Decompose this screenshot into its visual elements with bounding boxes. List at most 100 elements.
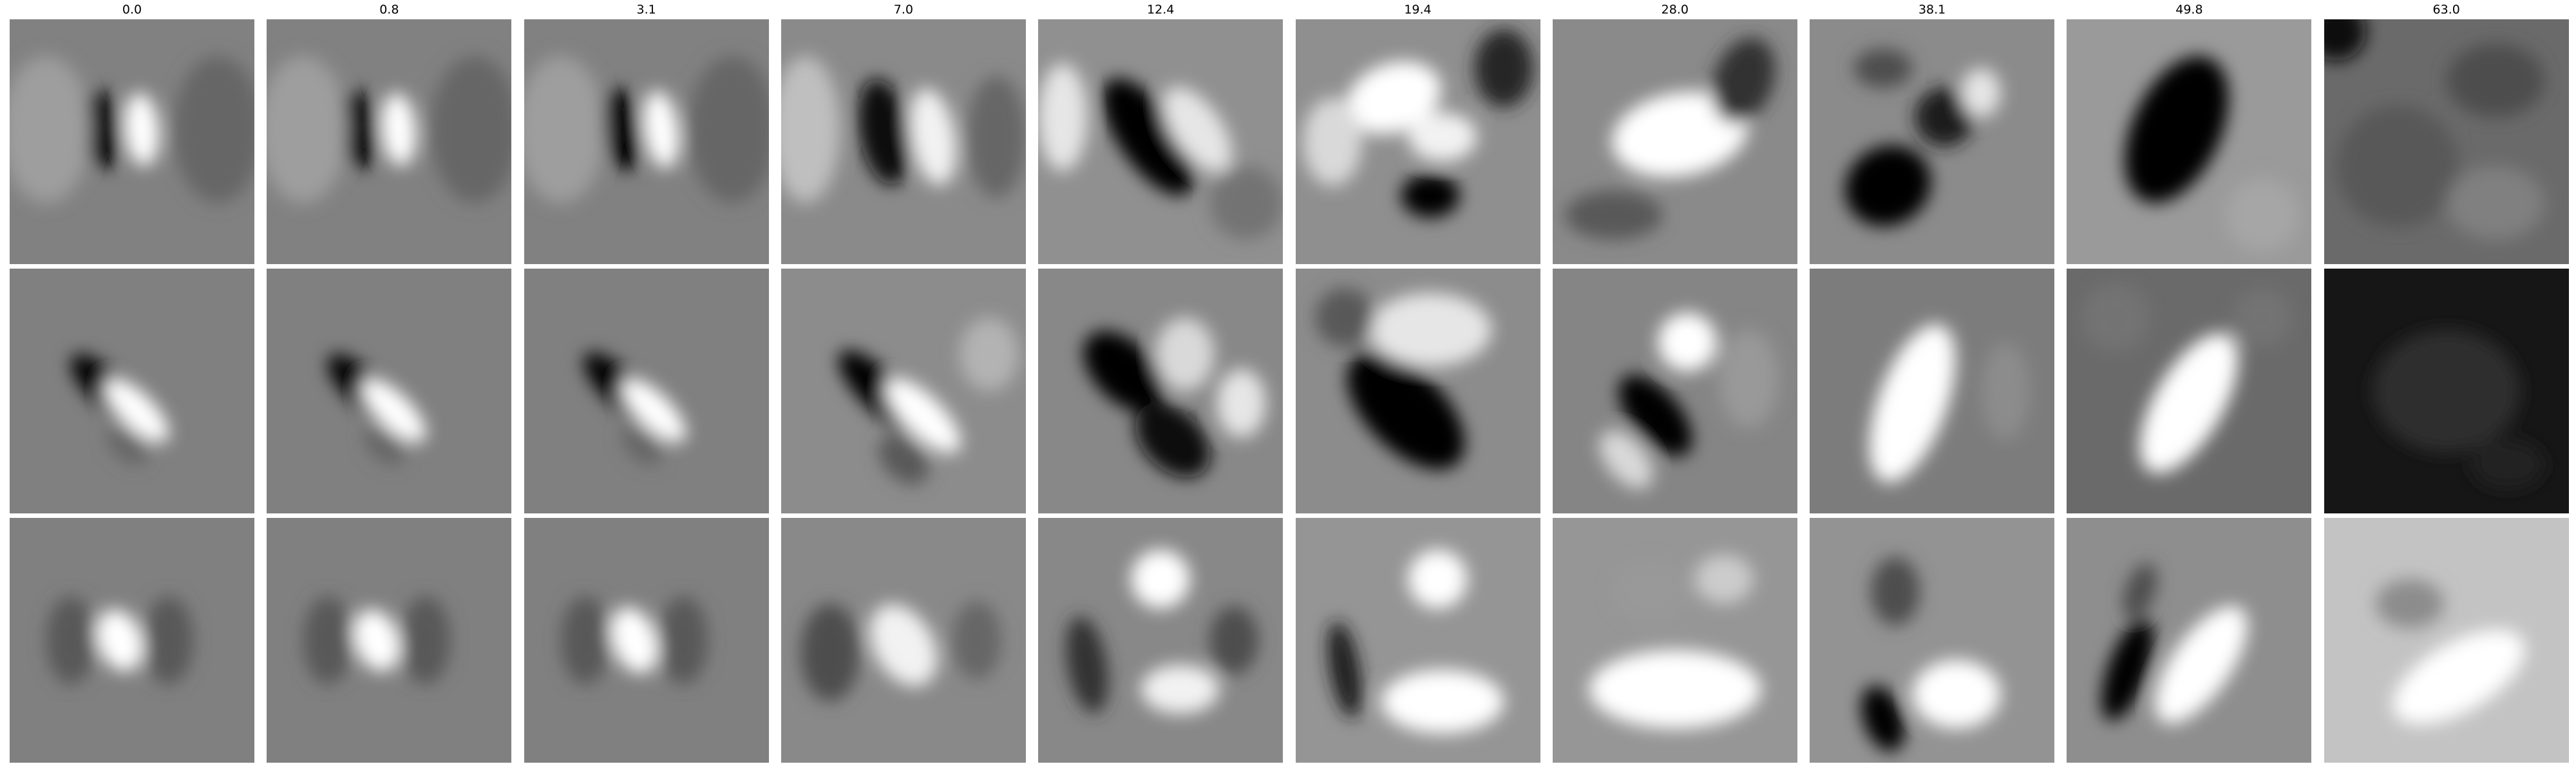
intensity-blob [1694, 555, 1754, 604]
intensity-blob [1915, 88, 1974, 147]
intensity-blob [2123, 563, 2157, 620]
image-features [1083, 318, 1266, 478]
filter-image-canvas [2324, 19, 2569, 264]
intensity-blob [2125, 56, 2229, 203]
filter-image [267, 518, 512, 763]
filter-image-canvas [267, 269, 512, 513]
filter-image-canvas [1295, 19, 1540, 264]
column-title: 0.8 [379, 3, 399, 17]
intensity-blob [967, 75, 1026, 198]
intensity-blob [1589, 650, 1761, 729]
filter-image [10, 269, 254, 513]
intensity-blob [2155, 606, 2248, 723]
intensity-blob [342, 90, 377, 169]
filter-image [1295, 518, 1540, 763]
filter-image-canvas [1038, 269, 1283, 513]
filter-image [1552, 269, 1797, 513]
intensity-blob [1712, 37, 1776, 124]
intensity-blob [2375, 579, 2444, 628]
filter-image-canvas [781, 19, 1026, 264]
intensity-blob [1612, 91, 1748, 177]
intensity-blob [1209, 606, 1259, 675]
filter-image [1038, 19, 1283, 264]
filter-image-canvas [1552, 518, 1797, 763]
intensity-blob [2372, 330, 2520, 452]
image-features [800, 601, 1001, 701]
filter-image [1038, 269, 1283, 513]
filter-image-canvas [1810, 518, 2055, 763]
intensity-blob [688, 56, 769, 203]
image-features [1327, 549, 1504, 734]
intensity-blob [1871, 557, 1920, 626]
intensity-blob [1314, 288, 1374, 347]
intensity-blob [1961, 68, 2001, 118]
intensity-blob [1162, 87, 1232, 172]
filter-image [1552, 19, 1797, 264]
image-features [838, 318, 1019, 485]
image-features [583, 352, 686, 465]
filter-image-canvas [10, 269, 254, 513]
column-title: 49.8 [2175, 3, 2203, 17]
intensity-blob [952, 601, 1001, 680]
intensity-blob [381, 93, 417, 166]
intensity-blob [1408, 112, 1477, 162]
filter-image [2324, 518, 2569, 763]
filter-image [524, 518, 769, 763]
filter-image-canvas [1295, 518, 1540, 763]
filter-image-canvas [1295, 269, 1540, 513]
image-features [46, 596, 193, 685]
intensity-blob [1038, 63, 1088, 171]
filter-image [781, 19, 1026, 264]
intensity-blob [173, 56, 254, 203]
filter-image-canvas [524, 269, 769, 513]
intensity-blob [96, 609, 144, 671]
intensity-blob [1102, 78, 1195, 196]
column-title: 12.4 [1147, 3, 1175, 17]
image-features [2125, 56, 2300, 252]
intensity-blob [1719, 330, 1778, 428]
intensity-blob [1141, 665, 1220, 714]
filter-image-canvas [2067, 518, 2312, 763]
intensity-blob [1618, 374, 1692, 457]
intensity-blob [2324, 19, 2366, 61]
filter-image [2324, 269, 2569, 513]
intensity-blob [603, 88, 640, 171]
intensity-blob [2226, 178, 2300, 252]
intensity-blob [643, 90, 679, 169]
intensity-blob [107, 425, 147, 465]
filter-image [267, 19, 512, 264]
intensity-blob [886, 378, 961, 453]
filter-image [1295, 269, 1540, 513]
image-features [1845, 48, 2001, 227]
filter-image [1810, 518, 2055, 763]
image-features [1589, 555, 1761, 729]
intensity-blob [621, 425, 662, 465]
image-features [267, 56, 512, 203]
intensity-blob [1209, 166, 1283, 240]
intensity-blob [2140, 333, 2239, 473]
filter-image [1552, 518, 1797, 763]
filter-image [2067, 518, 2312, 763]
image-features [10, 56, 254, 203]
intensity-blob [560, 596, 610, 685]
intensity-blob [1217, 368, 1266, 438]
intensity-blob [1853, 48, 1913, 88]
image-features [1302, 29, 1533, 218]
image-features [560, 596, 708, 685]
image-features [2375, 579, 2524, 725]
image-features [328, 354, 426, 465]
intensity-blob [2336, 105, 2459, 227]
filter-image [2067, 19, 2312, 264]
filter-image-canvas [781, 518, 1026, 763]
intensity-blob [909, 88, 956, 186]
intensity-blob [858, 79, 910, 186]
intensity-blob [144, 596, 193, 685]
filter-image-canvas [10, 518, 254, 763]
intensity-blob [105, 378, 169, 443]
intensity-blob [1345, 61, 1441, 134]
intensity-blob [2233, 288, 2292, 347]
filter-image-canvas [2324, 269, 2569, 513]
filter-image-canvas [267, 19, 512, 264]
filter-image-canvas [1810, 269, 2055, 513]
